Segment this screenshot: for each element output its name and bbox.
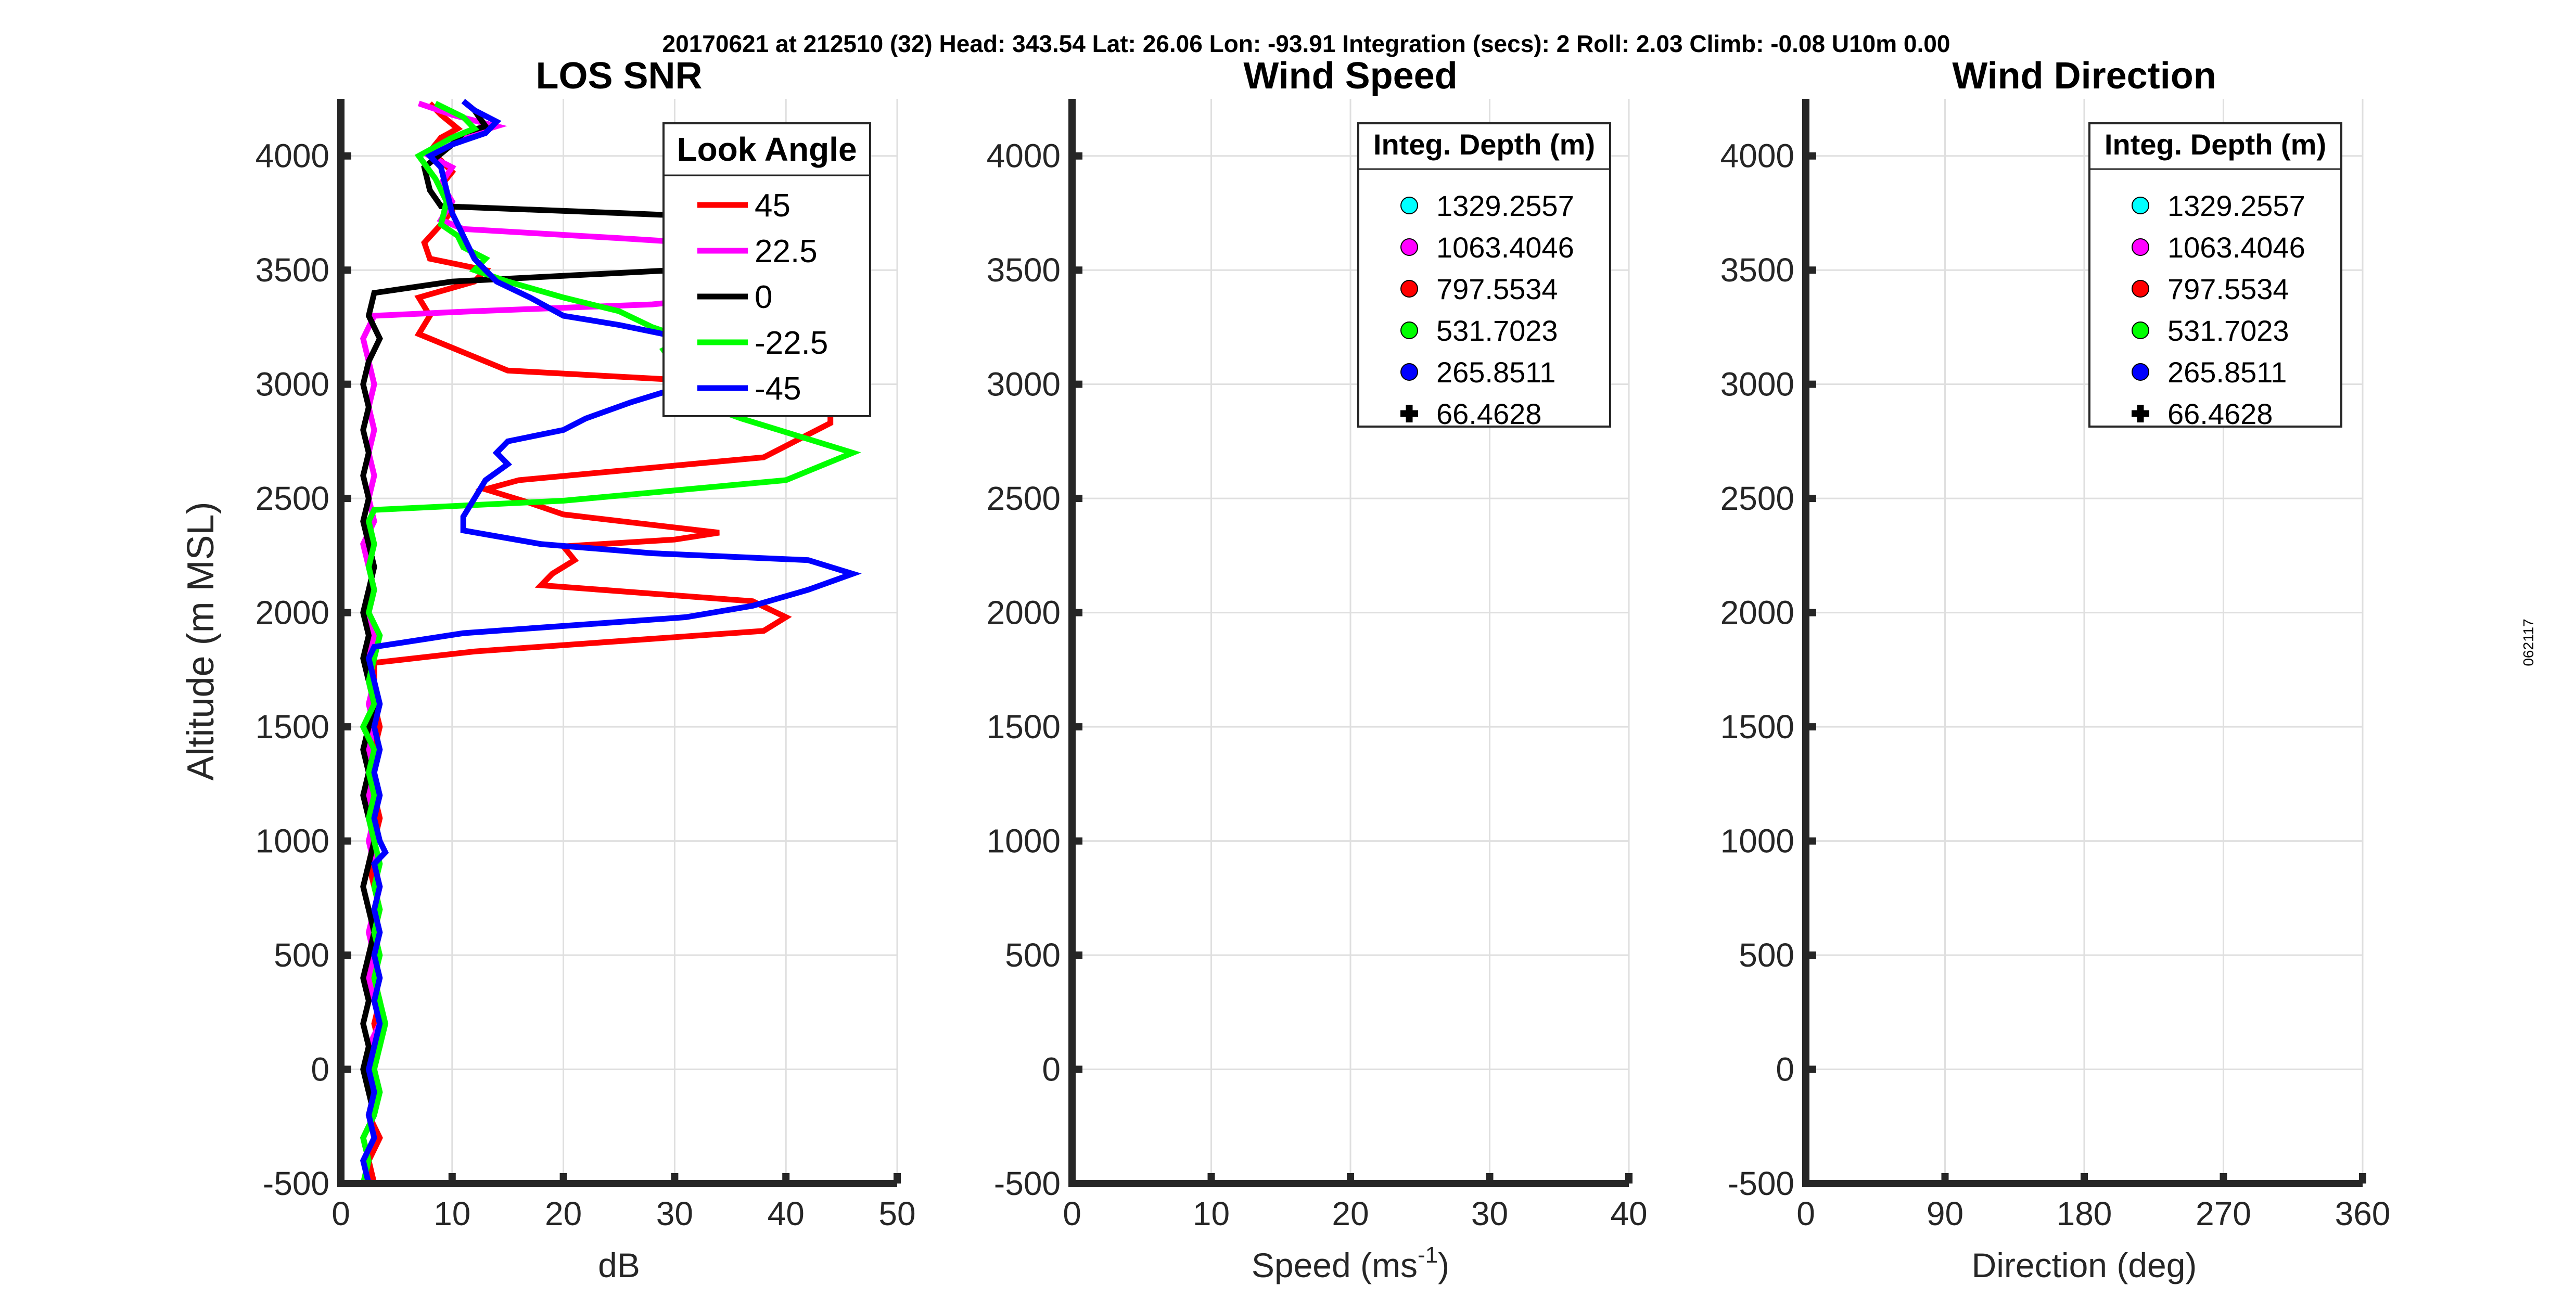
x-tick-label: 30 <box>656 1195 693 1232</box>
y-tick-label: 2000 <box>987 594 1061 632</box>
y-tick-label: 1000 <box>1720 822 1794 860</box>
y-tick-label: 4000 <box>987 137 1061 175</box>
y-tick-label: 500 <box>274 936 329 974</box>
legend-marker-plus <box>2132 405 2149 422</box>
x-tick-label: 0 <box>331 1195 350 1232</box>
y-tick-label: 3500 <box>1720 251 1794 289</box>
legend-entry-label: 66.4628 <box>2167 397 2273 430</box>
y-tick-label: 2500 <box>987 480 1061 517</box>
y-tick-label: 2000 <box>1720 594 1794 632</box>
legend-marker-circle <box>2132 280 2149 298</box>
legend-title: Look Angle <box>677 131 857 168</box>
legend-marker-circle <box>2132 197 2149 214</box>
y-tick-label: 500 <box>1005 936 1061 974</box>
y-axis-label: Altitude (m MSL) <box>180 501 222 780</box>
legend-marker-circle <box>1400 238 1418 256</box>
series-line-22-5 <box>360 100 813 1185</box>
legend-entry-label: 797.5534 <box>1436 273 1558 305</box>
y-tick-label: 2000 <box>256 594 329 632</box>
x-tick-label: 40 <box>768 1195 805 1232</box>
legend: Integ. Depth (m) 1329.2557 1063.4046 797.55… <box>2088 122 2342 430</box>
legend-entry-label: -22.5 <box>755 325 828 361</box>
legend-entry-label: 1329.2557 <box>1436 189 1574 222</box>
x-tick-label: 270 <box>2196 1195 2251 1232</box>
y-tick-label: 1500 <box>256 708 329 745</box>
x-tick-label: 360 <box>2335 1195 2391 1232</box>
y-tick-label: 2500 <box>1720 480 1794 517</box>
legend-title: Integ. Depth (m) <box>1373 128 1595 161</box>
y-tick-label: 1000 <box>987 822 1061 860</box>
los-snr-panel: 0 10 20 30 40 50-5000500100015002000250030003… <box>180 55 916 1284</box>
x-tick-label: 40 <box>1610 1195 1647 1232</box>
legend: Look Angle 45 22.5 0 -22.5 -45 <box>662 122 871 417</box>
y-tick-label: 2500 <box>256 480 329 517</box>
y-tick-label: 1500 <box>987 708 1061 745</box>
y-tick-label: 3000 <box>256 366 329 403</box>
legend-entry-label: 531.7023 <box>2167 314 2289 347</box>
legend-box <box>662 122 871 417</box>
x-tick-label: 10 <box>1193 1195 1230 1232</box>
chart-title: LOS SNR <box>535 55 702 97</box>
legend-entry-label: 1063.4046 <box>1436 231 1574 264</box>
legend-marker-circle <box>1400 321 1418 339</box>
side-label: 062117 <box>2520 619 2536 666</box>
x-tick-label: 20 <box>545 1195 582 1232</box>
y-tick-label: -500 <box>994 1165 1061 1202</box>
y-tick-label: 0 <box>1776 1051 1794 1088</box>
y-tick-label: 0 <box>311 1051 329 1088</box>
y-tick-label: 3500 <box>256 251 329 289</box>
legend-entry-label: 22.5 <box>755 234 818 269</box>
y-tick-label: 4000 <box>1720 137 1794 175</box>
legend-entry-label: 265.8511 <box>1436 356 1555 389</box>
legend-entry-label: 66.4628 <box>1436 397 1541 430</box>
legend-marker-plus <box>1400 405 1418 422</box>
y-tick-label: 3000 <box>987 366 1061 403</box>
legend-marker-circle <box>1400 363 1418 381</box>
legend-marker-circle <box>2132 238 2149 256</box>
chart-title: Wind Speed <box>1243 55 1457 97</box>
legend-entry-label: 45 <box>755 188 790 224</box>
legend-entry-label: 0 <box>755 279 772 315</box>
legend-marker-circle <box>2132 321 2149 339</box>
y-tick-label: -500 <box>1728 1165 1794 1202</box>
x-axis-label: Direction (deg) <box>1972 1246 2197 1284</box>
y-tick-label: 3500 <box>987 251 1061 289</box>
x-tick-label: 20 <box>1332 1195 1369 1232</box>
x-tick-label: 180 <box>2057 1195 2112 1232</box>
figure-header: 20170621 at 212510 (32) Head: 343.54 Lat… <box>662 30 1950 57</box>
x-tick-label: 50 <box>878 1195 915 1232</box>
y-tick-label: 0 <box>1042 1051 1061 1088</box>
y-tick-label: 4000 <box>256 137 329 175</box>
wind-direction-panel: 0 90 180 270 360-500050010001500200025003000… <box>1720 55 2391 1284</box>
x-tick-label: 0 <box>1796 1195 1815 1232</box>
legend-marker-circle <box>2132 363 2149 381</box>
legend-entry-label: 265.8511 <box>2167 356 2287 389</box>
legend-entry-label: 797.5534 <box>2167 273 2289 305</box>
x-axis-label: dB <box>598 1246 640 1284</box>
y-tick-label: 1000 <box>256 822 329 860</box>
legend-box <box>2088 122 2342 428</box>
x-tick-label: 30 <box>1471 1195 1508 1232</box>
legend-title: Integ. Depth (m) <box>2105 128 2326 161</box>
legend-marker-circle <box>1400 280 1418 298</box>
y-tick-label: 1500 <box>1720 708 1794 745</box>
y-tick-label: 500 <box>1739 936 1794 974</box>
legend-box <box>1357 122 1611 428</box>
wind-speed-panel: 0 10 20 30 40-500050010001500200025003000350… <box>987 55 1648 1284</box>
legend-entry-label: 1063.4046 <box>2167 231 2305 264</box>
legend-entry-label: 531.7023 <box>1436 314 1558 347</box>
x-tick-label: 0 <box>1063 1195 1081 1232</box>
y-tick-label: -500 <box>263 1165 329 1202</box>
chart-title: Wind Direction <box>1952 55 2216 97</box>
legend-marker-circle <box>1400 197 1418 214</box>
legend: Integ. Depth (m) 1329.2557 1063.4046 797.55… <box>1357 122 1611 430</box>
legend-entry-label: 1329.2557 <box>2167 189 2305 222</box>
x-tick-label: 10 <box>433 1195 470 1232</box>
x-tick-label: 90 <box>1927 1195 1963 1232</box>
y-tick-label: 3000 <box>1720 366 1794 403</box>
legend-entry-label: -45 <box>755 371 801 407</box>
x-axis-label: Speed (ms-1) <box>1252 1242 1449 1284</box>
series-line--45 <box>360 99 862 1185</box>
